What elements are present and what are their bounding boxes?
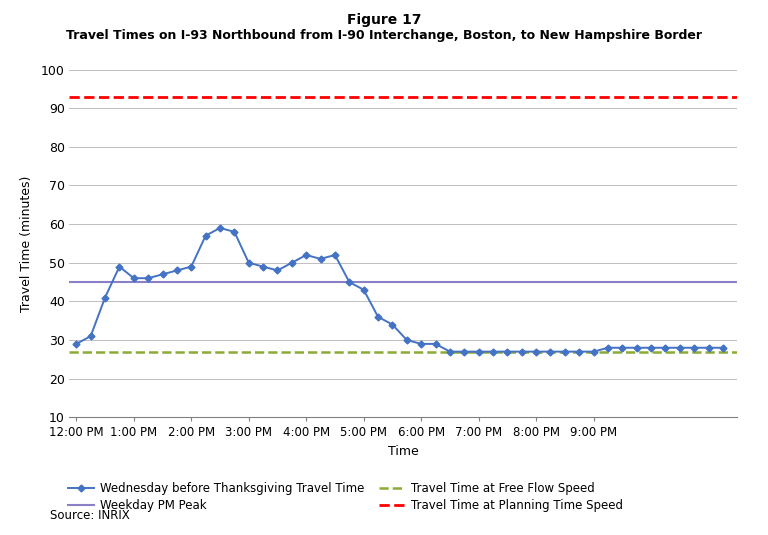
X-axis label: Time: Time	[388, 445, 419, 458]
Text: Figure 17: Figure 17	[346, 13, 422, 27]
Y-axis label: Travel Time (minutes): Travel Time (minutes)	[20, 175, 33, 311]
Text: Source: INRIX: Source: INRIX	[50, 509, 130, 522]
Text: Travel Times on I-93 Northbound from I-90 Interchange, Boston, to New Hampshire : Travel Times on I-93 Northbound from I-9…	[66, 29, 702, 42]
Legend: Wednesday before Thanksgiving Travel Time, Weekday PM Peak, Travel Time at Free : Wednesday before Thanksgiving Travel Tim…	[68, 483, 623, 512]
